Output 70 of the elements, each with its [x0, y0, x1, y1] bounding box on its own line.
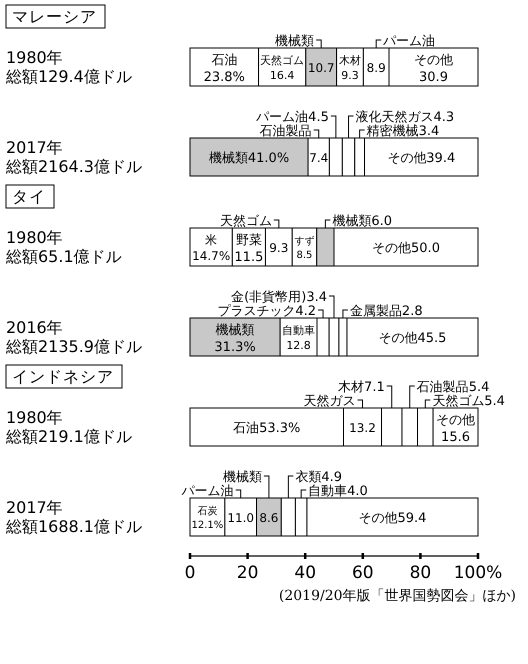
text: 石油53.3%	[233, 421, 300, 436]
x-tick-label: 100%	[454, 563, 502, 583]
text: 機械類41.0%	[208, 151, 290, 166]
data-label: 12.1%	[192, 520, 224, 531]
x-tick-label: 80	[410, 563, 432, 583]
legend-label: 天然ガス	[304, 394, 356, 409]
series-label: 機械類	[275, 34, 314, 49]
series-label: その他	[414, 53, 454, 68]
legend-label: パーム油	[382, 34, 436, 49]
text: パーム油4.5	[256, 110, 329, 125]
data-label: 11.5	[234, 250, 264, 265]
text: その他39.4	[387, 151, 456, 166]
y-tick-label: 1980年総額129.4億ドル	[5, 48, 132, 86]
legend-label: 天然ゴム	[220, 214, 272, 229]
data-label: 10.7	[308, 61, 335, 75]
text: マレーシア	[12, 7, 97, 26]
series-label: 野菜	[236, 233, 262, 248]
text: プラスチック4.2	[217, 304, 316, 319]
y-tick-label: 2016年総額2135.9億ドル	[5, 318, 142, 356]
text: 金属製品2.8	[350, 304, 423, 319]
x-tick-label: 60	[352, 563, 374, 583]
y-tick-label: 2017年総額1688.1億ドル	[5, 498, 142, 536]
text: 石油製品5.4	[416, 380, 490, 395]
series-label: 木材	[338, 54, 361, 67]
series-label: 機械類	[216, 323, 255, 338]
text: タイ	[12, 187, 46, 206]
text: その他45.5	[378, 331, 446, 346]
text: 液化天然ガス4.3	[356, 110, 454, 125]
x-tick-label: 20	[236, 563, 258, 583]
data-label: 11.0	[227, 511, 254, 525]
data-label: 8.9	[366, 61, 386, 75]
text: 精密機械3.4	[366, 124, 440, 139]
text: (2019/20年版「世界国勢図会」ほか)	[278, 588, 516, 604]
data-label: 12.8	[286, 339, 311, 352]
chart-title: インドネシア	[12, 367, 114, 386]
data-label: 30.9	[419, 70, 448, 85]
series-label: 米	[205, 233, 218, 247]
x-tick-label: 0	[184, 563, 196, 583]
legend-label: 自動車	[282, 324, 316, 337]
series-label: 天然ゴム	[260, 54, 304, 67]
series-label: 石炭	[197, 505, 218, 517]
series-label: 石油	[211, 53, 238, 68]
text: その他50.0	[372, 241, 440, 256]
series-label: すず	[294, 235, 314, 247]
data-label: 8.5	[296, 250, 312, 261]
y-tick-label: 1980年総額65.1億ドル	[5, 228, 122, 266]
x-tick-label: 40	[294, 563, 316, 583]
text: 天然ゴム5.4	[432, 394, 505, 409]
text: 衣類4.9	[295, 470, 342, 485]
data-label: 23.8%	[204, 70, 245, 85]
legend-label: 石油製品	[260, 124, 312, 139]
text: 金(非貨幣用)3.4	[231, 290, 327, 305]
y-tick-label: 1980年総額219.1億ドル	[5, 408, 132, 446]
text: 木材7.1	[338, 380, 385, 395]
legend-label: パーム油	[180, 484, 234, 499]
data-label: 9.3	[269, 241, 288, 255]
series-label: その他	[436, 413, 476, 428]
text: 機械類6.0	[332, 214, 392, 229]
data-label: 31.3%	[214, 340, 256, 355]
text: その他59.4	[358, 511, 426, 526]
text: 自動車4.0	[308, 484, 368, 499]
series-label: 機械類	[222, 470, 262, 485]
y-tick-label: 2017年総額2164.3億ドル	[5, 138, 142, 176]
data-label: 16.4	[270, 69, 294, 82]
data-label: 7.4	[309, 151, 328, 165]
data-label: 8.6	[259, 511, 278, 525]
data-label: 9.3	[341, 69, 359, 82]
data-label: 14.7%	[192, 249, 230, 263]
data-label: 15.6	[441, 430, 470, 445]
data-label: 13.2	[349, 421, 376, 435]
